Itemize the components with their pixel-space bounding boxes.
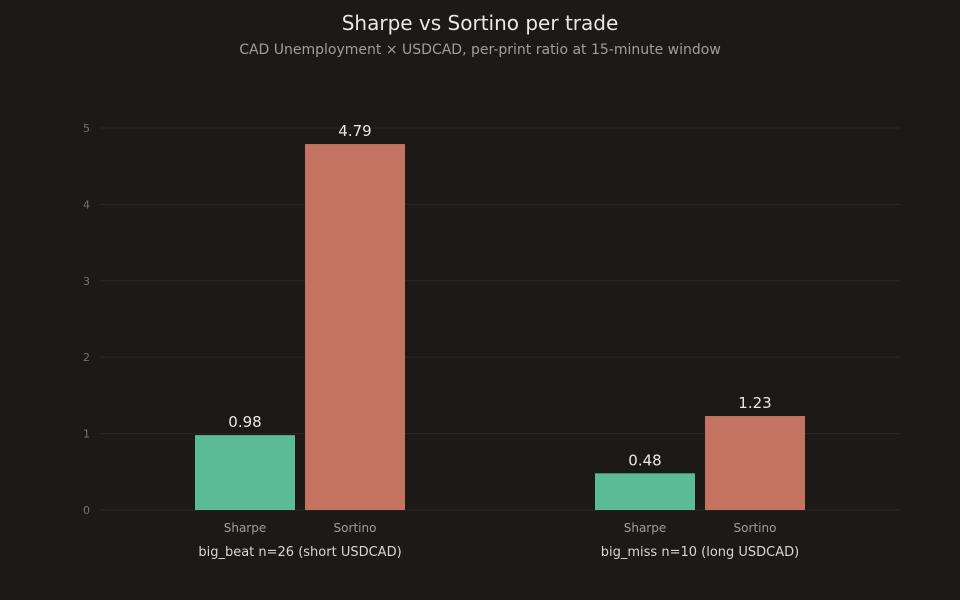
bar-layer bbox=[195, 144, 805, 510]
chart-subtitle: CAD Unemployment × USDCAD, per-print rat… bbox=[239, 42, 721, 58]
bar-value-label: 0.48 bbox=[628, 451, 661, 469]
y-tick-label: 0 bbox=[83, 504, 90, 517]
y-tick-label: 4 bbox=[83, 198, 90, 211]
bar-sharpe-2 bbox=[595, 473, 695, 510]
chart-title: Sharpe vs Sortino per trade bbox=[341, 11, 619, 35]
y-tick-label: 3 bbox=[83, 275, 90, 288]
y-axis-ticks: 0 1 2 3 4 5 bbox=[83, 122, 90, 517]
bar-value-label: 0.98 bbox=[228, 413, 261, 431]
label-layer: 0.98 Sharpe 4.79 Sortino big_beat n=26 (shor… bbox=[198, 122, 799, 560]
bar-sharpe-1 bbox=[195, 435, 295, 510]
bar-series-label: Sortino bbox=[334, 521, 377, 535]
category-label: big_beat n=26 (short USDCAD) bbox=[198, 545, 401, 560]
bar-series-label: Sortino bbox=[734, 521, 777, 535]
bar-sortino-2 bbox=[705, 416, 805, 510]
y-tick-label: 1 bbox=[83, 428, 90, 441]
y-tick-label: 2 bbox=[83, 351, 90, 364]
bar-series-label: Sharpe bbox=[624, 521, 667, 535]
category-label: big_miss n=10 (long USDCAD) bbox=[601, 545, 799, 560]
bar-value-label: 1.23 bbox=[738, 394, 771, 412]
bar-value-label: 4.79 bbox=[338, 122, 371, 140]
bar-series-label: Sharpe bbox=[224, 521, 267, 535]
bar-sortino-1 bbox=[305, 144, 405, 510]
y-tick-label: 5 bbox=[83, 122, 90, 135]
